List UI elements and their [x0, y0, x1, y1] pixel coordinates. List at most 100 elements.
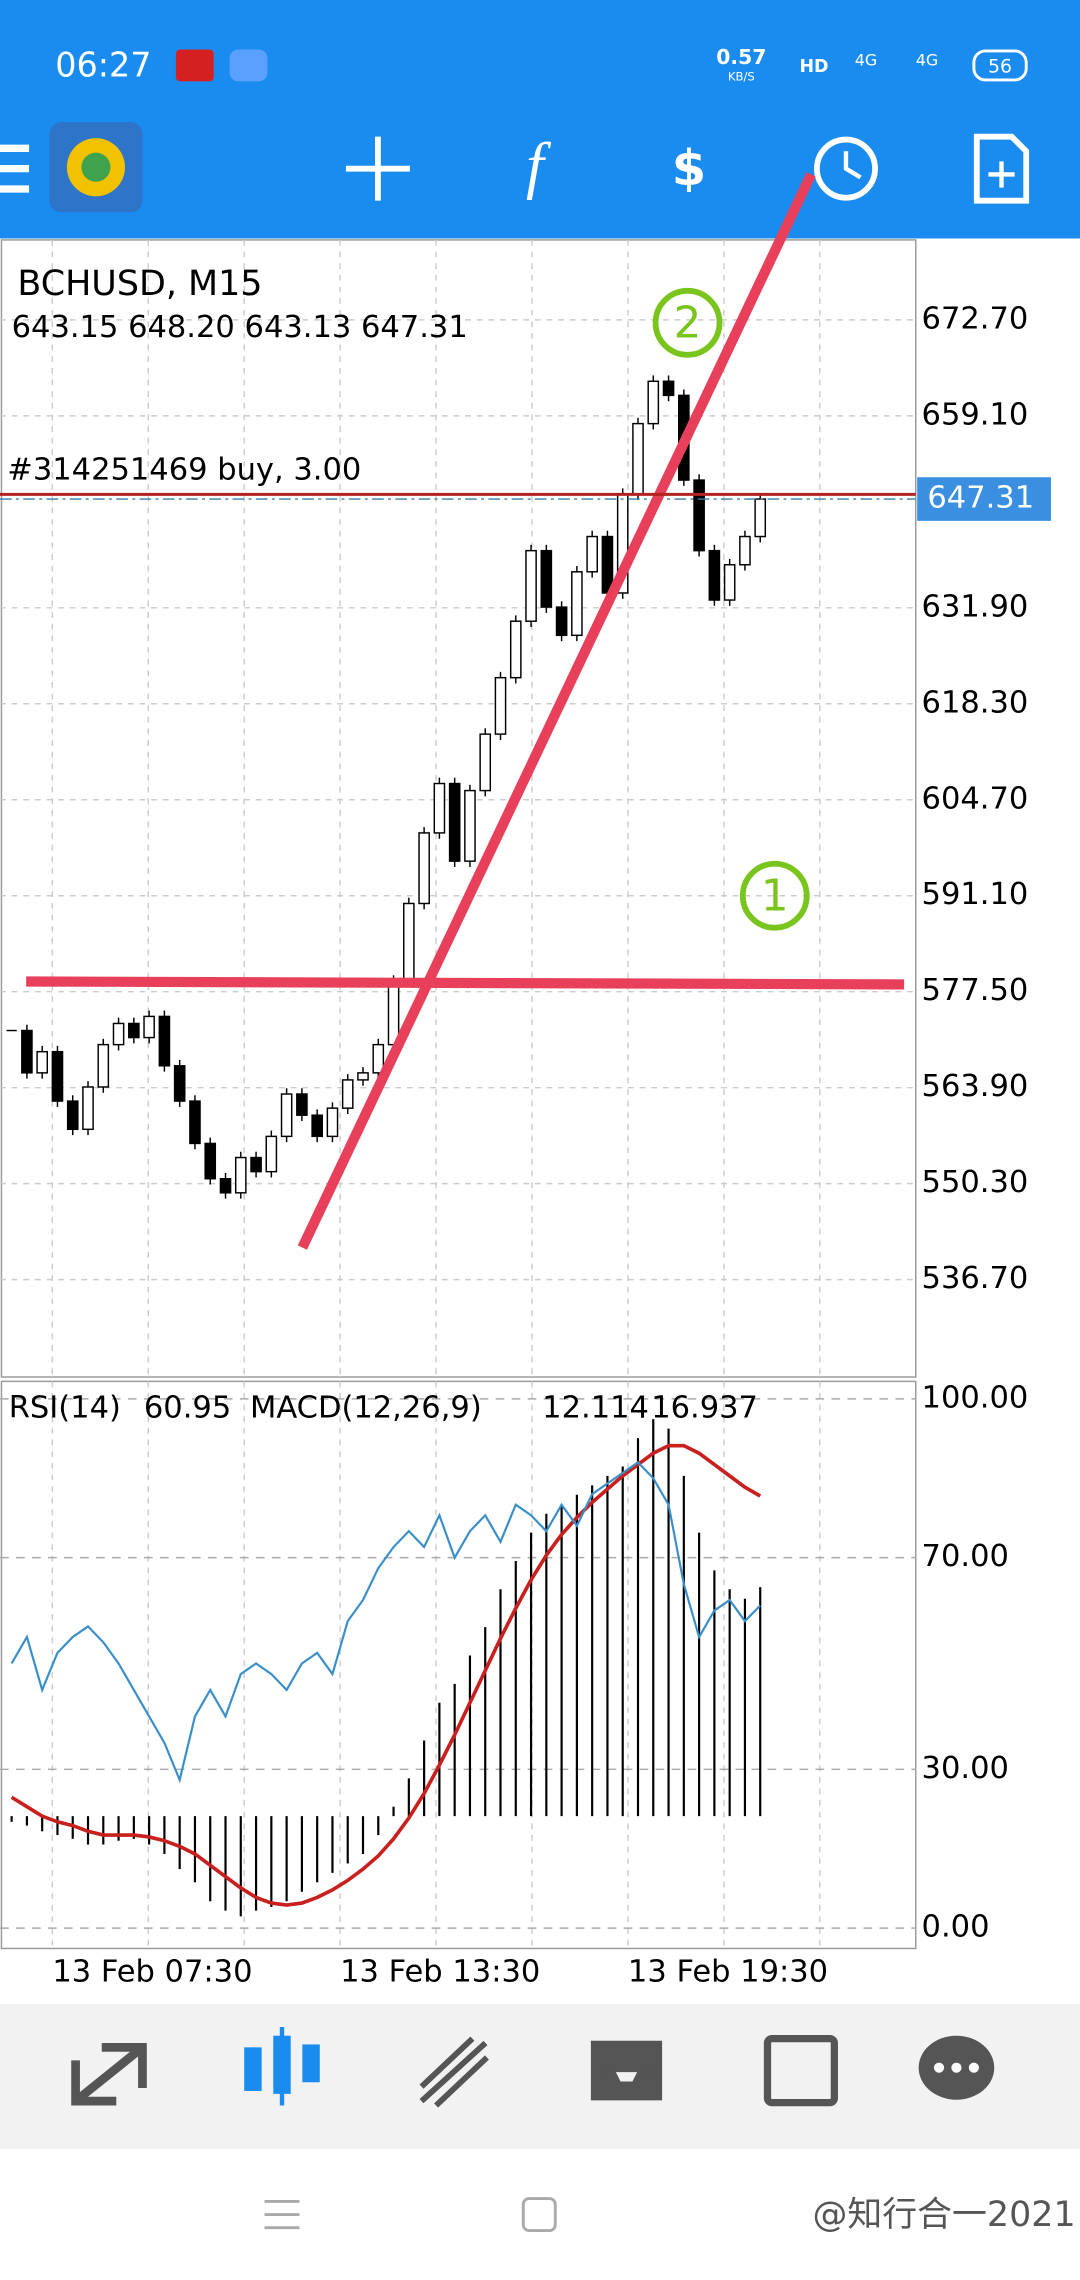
candle — [387, 980, 400, 1046]
candle — [479, 733, 492, 792]
app-icon — [175, 49, 214, 82]
candle — [296, 1093, 308, 1116]
annotation-circle — [739, 860, 810, 931]
y-tick-label: 70.00 — [922, 1539, 1009, 1574]
candle — [525, 549, 537, 622]
x-tick-label: 13 Feb 07:30 — [52, 1955, 252, 1990]
candle — [632, 422, 644, 495]
candle — [21, 1029, 33, 1074]
y-tick-label: 550.30 — [922, 1165, 1029, 1200]
y-tick-label: 659.10 — [922, 397, 1029, 432]
gesture-home[interactable] — [521, 2197, 557, 2233]
trade-tab[interactable] — [419, 2036, 489, 2108]
macd-name: MACD(12,26,9) — [250, 1391, 482, 1426]
candle — [173, 1065, 186, 1102]
signal-line — [10, 1443, 762, 1907]
x-tick-label: 13 Feb 19:30 — [628, 1955, 828, 1990]
horizontal-line[interactable] — [26, 976, 905, 990]
candle — [51, 1050, 64, 1102]
y-tick-label: 100.00 — [922, 1380, 1029, 1415]
y-tick-label: 604.70 — [922, 781, 1029, 816]
sub-chart-frame — [0, 1380, 917, 1950]
candle — [66, 1100, 79, 1131]
candle — [357, 1072, 369, 1081]
candle — [418, 832, 430, 905]
candle — [433, 782, 446, 834]
battery — [972, 49, 1028, 82]
trade-button[interactable]: $ — [672, 139, 706, 197]
candle — [662, 380, 675, 397]
y-tick-label: 591.10 — [922, 877, 1029, 912]
crosshair-button[interactable] — [345, 136, 410, 201]
y-tick-label: 563.90 — [922, 1069, 1029, 1104]
net-unit: KB/S — [728, 70, 755, 84]
net-4g: 4G — [855, 51, 878, 70]
y-tick-label: 536.70 — [922, 1261, 1029, 1296]
grid: 672.70 659.10 631.90 618.30 604.70 591.10 577.… — [0, 239, 1029, 1949]
ohlc: 643.15 648.20 643.13 647.31 — [12, 310, 468, 345]
candle — [372, 1043, 385, 1074]
quotes-tab[interactable] — [71, 2042, 147, 2106]
new-order-button[interactable] — [973, 133, 1030, 204]
candle — [204, 1142, 217, 1180]
trend-line[interactable] — [297, 172, 816, 1250]
mt4-logo-mark — [81, 152, 111, 182]
rsi-value: 60.95 — [144, 1391, 231, 1426]
clock: 06:27 — [55, 45, 151, 84]
candle — [311, 1114, 323, 1138]
y-tick-label: 0.00 — [922, 1910, 990, 1945]
clock-hands — [843, 151, 862, 180]
y-tick-label: 577.50 — [922, 973, 1029, 1008]
candle — [219, 1177, 232, 1194]
y-tick-label: 30.00 — [922, 1751, 1009, 1786]
timeframe-button[interactable] — [813, 136, 878, 201]
candle — [448, 782, 461, 862]
app-icon — [229, 49, 268, 82]
price-tag-label: 647.31 — [927, 481, 1034, 516]
news-tab[interactable] — [763, 2034, 838, 2107]
candle — [571, 571, 583, 637]
history-tab[interactable] — [590, 2040, 663, 2101]
annotation: 2 — [674, 299, 702, 349]
menu-button[interactable] — [0, 144, 30, 193]
candle — [494, 676, 507, 735]
chart-tab[interactable] — [244, 2026, 320, 2106]
candle — [464, 789, 476, 862]
candle — [754, 498, 767, 538]
y-tick-label: 618.30 — [922, 685, 1029, 720]
candle — [250, 1156, 262, 1173]
candle — [586, 535, 598, 573]
candle — [265, 1135, 278, 1173]
candle — [509, 620, 522, 679]
net-speed: 0.57 — [716, 45, 766, 69]
candle — [280, 1093, 293, 1138]
gesture-menu[interactable] — [264, 2200, 300, 2230]
candle — [36, 1050, 48, 1074]
battery-level: 56 — [988, 55, 1012, 77]
candle — [693, 479, 705, 552]
candle — [739, 535, 751, 566]
annotation: 1 — [761, 872, 789, 922]
y-tick-label: 631.90 — [922, 589, 1029, 624]
new-order-plus — [988, 161, 1015, 188]
watermark: @知行合一2021 — [813, 2195, 1076, 2235]
indicator-header: RSI(14) 60.95 MACD(12,26,9) 12.114 16.93… — [9, 1391, 758, 1426]
candle — [708, 549, 721, 601]
bottom-nav — [0, 2003, 1080, 2150]
candle — [82, 1086, 94, 1131]
app-header — [0, 0, 1080, 239]
annotation-circle — [652, 287, 723, 358]
candle — [403, 902, 415, 982]
candle — [601, 535, 614, 594]
candle — [234, 1156, 247, 1194]
candle — [143, 1015, 155, 1039]
candle — [540, 549, 553, 608]
candle — [326, 1107, 339, 1138]
y-tick-label: 672.70 — [922, 301, 1029, 336]
rsi-line — [10, 1460, 761, 1784]
net-hd: HD — [799, 57, 828, 77]
price-tag — [917, 477, 1051, 521]
candle — [647, 380, 660, 425]
